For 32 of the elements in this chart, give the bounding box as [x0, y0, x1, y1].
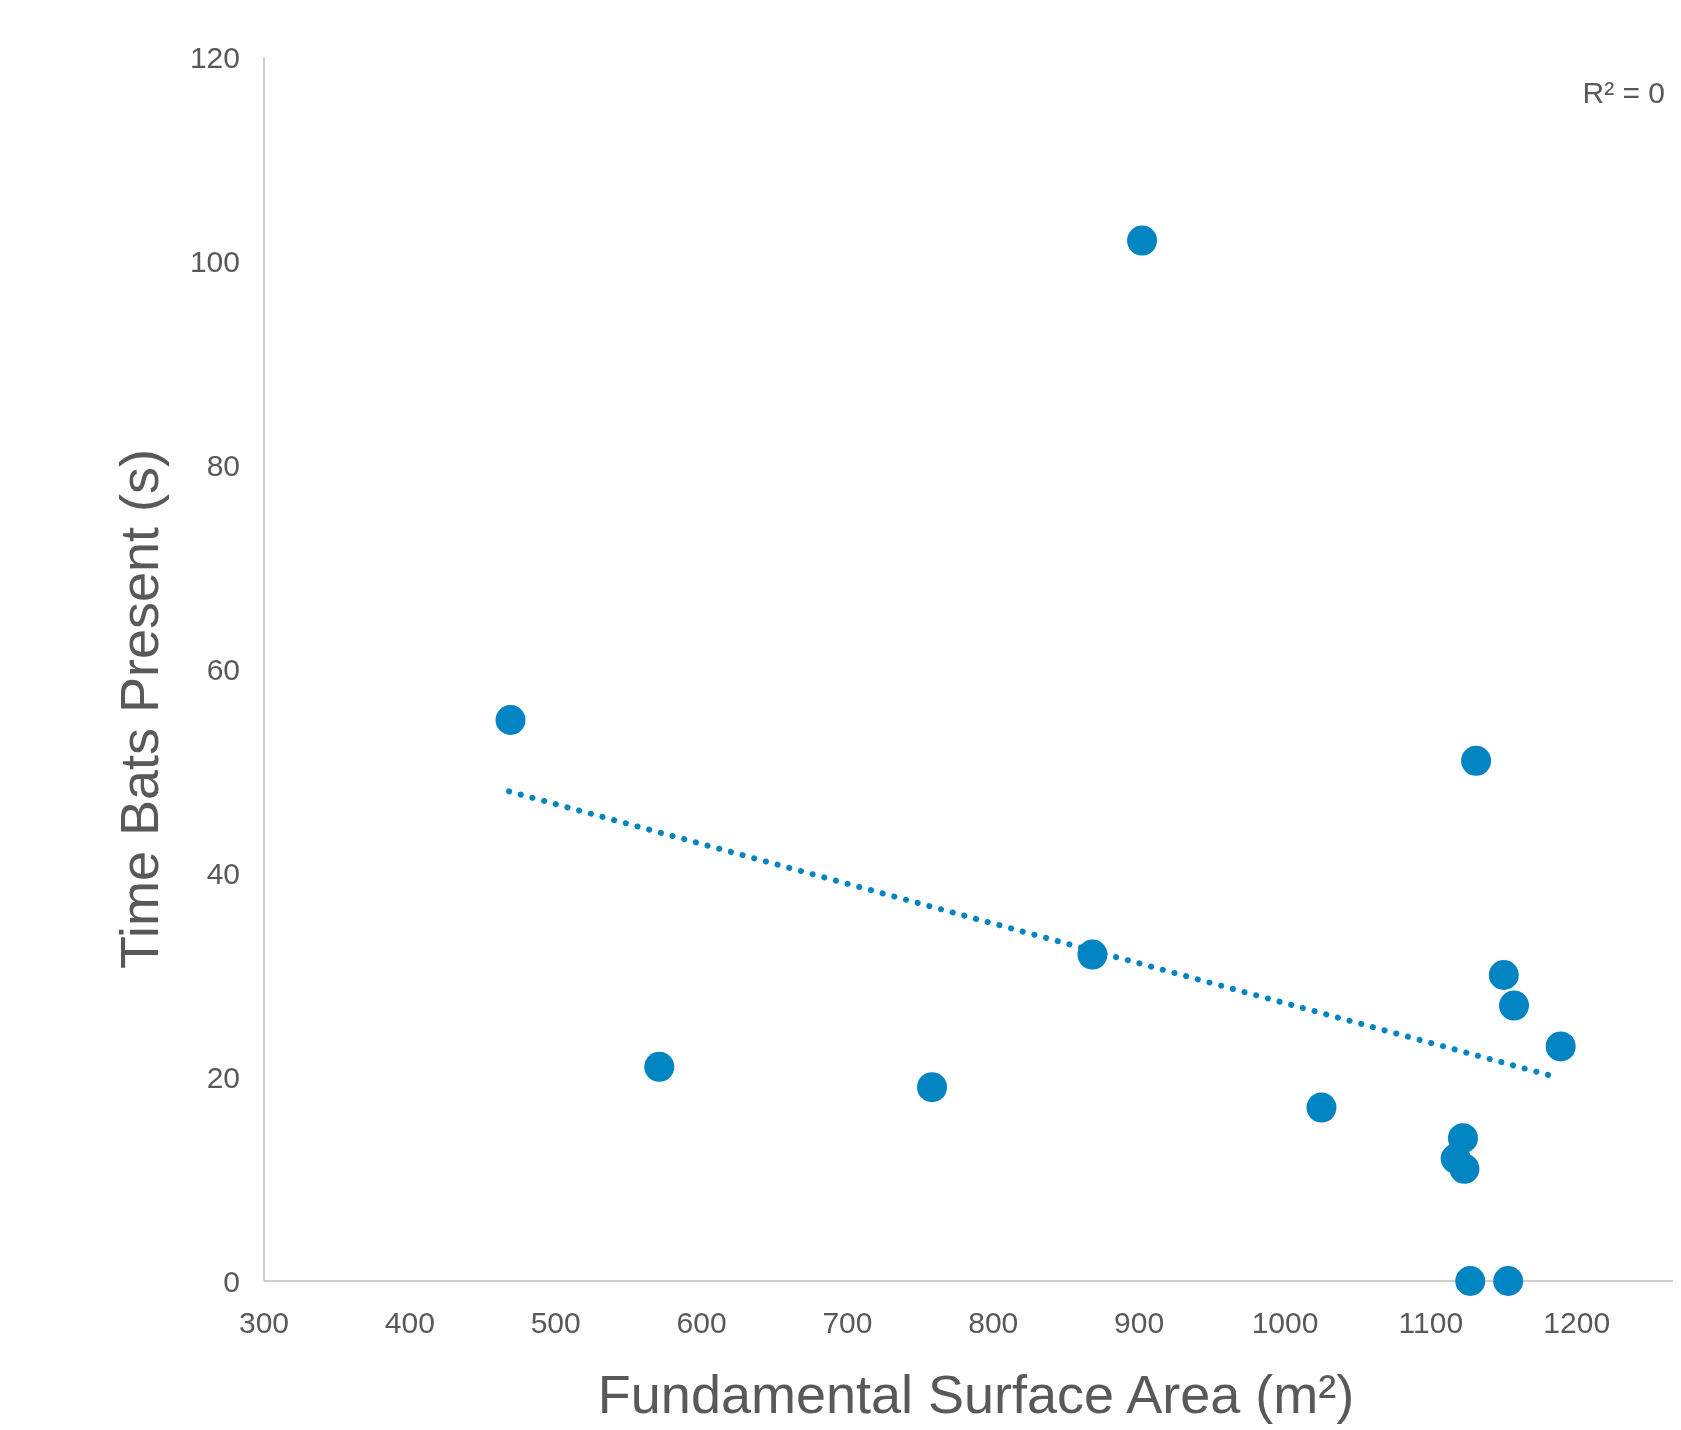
x-tick-label: 400 — [384, 1306, 435, 1339]
point — [1545, 1031, 1576, 1062]
y-tick-label: 60 — [206, 652, 240, 686]
x-tick-label: 1100 — [1398, 1306, 1464, 1339]
x-tick-label: 500 — [530, 1306, 581, 1339]
y-tick-label: 100 — [189, 244, 240, 278]
point — [1449, 1153, 1480, 1184]
y-tick-label: 20 — [206, 1060, 240, 1094]
point — [1455, 1266, 1486, 1296]
point — [1493, 1266, 1524, 1296]
y-tick-label: 80 — [206, 448, 240, 482]
annotation: R² = 0 — [1582, 76, 1665, 109]
point — [1488, 960, 1519, 990]
y-tick-label: 40 — [206, 856, 240, 890]
x-tick-label: 1200 — [1543, 1306, 1611, 1339]
x-tick-label: 1000 — [1251, 1306, 1319, 1339]
x-tick-label: 300 — [238, 1306, 290, 1339]
x-tick-label: 800 — [968, 1306, 1019, 1339]
x-tick-label: 600 — [676, 1306, 727, 1339]
y-tick-label: 120 — [189, 40, 240, 74]
point — [495, 705, 526, 735]
y-tick-label: 0 — [223, 1264, 240, 1298]
x-tick-label: 900 — [1114, 1306, 1165, 1339]
x-axis-title: Fundamental Surface Area (m²) — [597, 1364, 1355, 1424]
point — [1306, 1092, 1337, 1123]
point — [917, 1072, 948, 1103]
point — [1499, 990, 1530, 1021]
y-axis-title: Time Bats Present (s) — [109, 448, 169, 970]
point — [644, 1051, 675, 1082]
x-tick-label: 700 — [822, 1306, 873, 1339]
point — [1461, 745, 1492, 776]
point — [1127, 225, 1158, 256]
